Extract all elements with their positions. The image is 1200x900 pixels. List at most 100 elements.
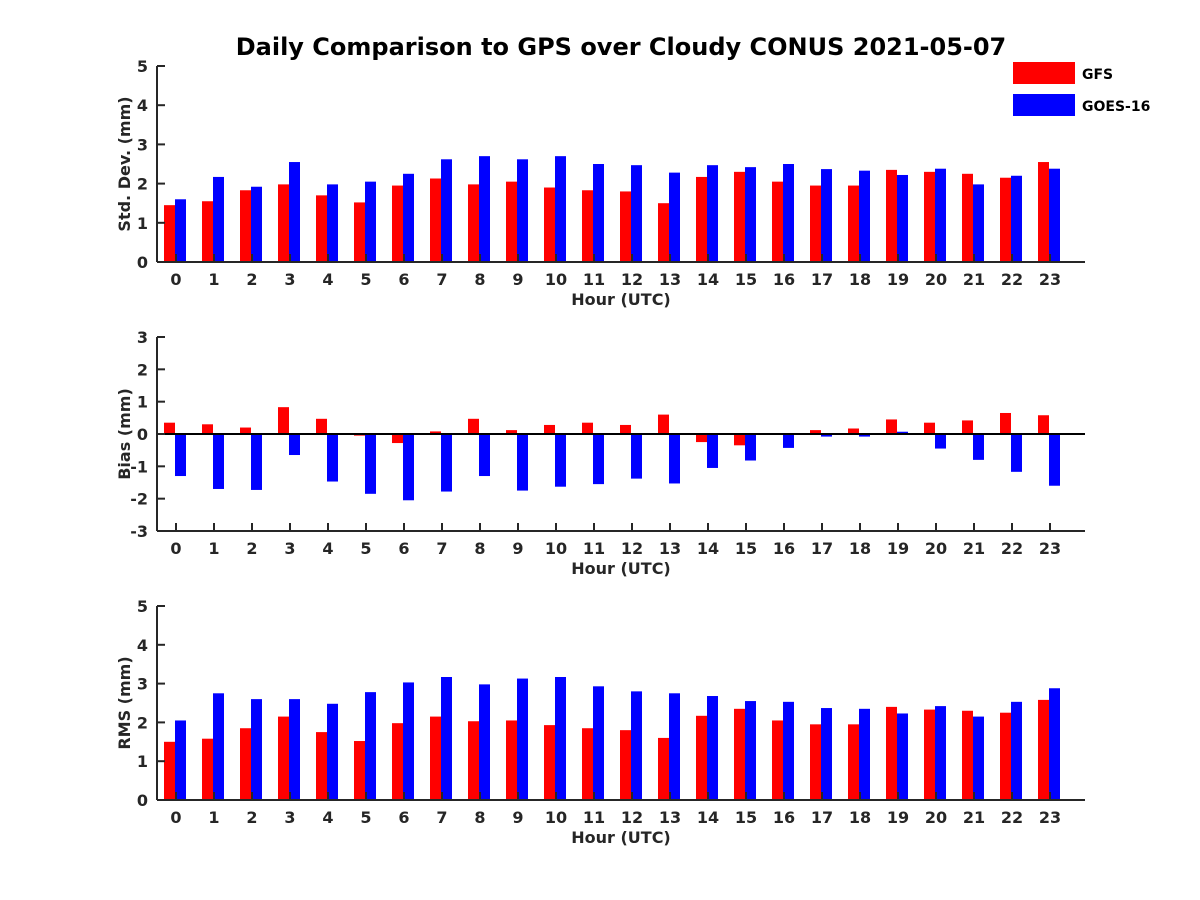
bar-gfs-hour-23: [1038, 162, 1049, 262]
bar-goes-16-hour-10: [555, 677, 566, 800]
bar-goes-16-hour-17: [821, 708, 832, 800]
x-axis-label: Hour (UTC): [571, 559, 671, 578]
bar-gfs-hour-2: [240, 190, 251, 262]
x-tick-label: 8: [474, 808, 485, 827]
x-tick-label: 21: [963, 808, 985, 827]
legend-label: GFS: [1082, 67, 1113, 83]
x-tick-label: 5: [360, 539, 371, 558]
x-tick-label: 23: [1039, 539, 1061, 558]
x-tick-label: 7: [436, 808, 447, 827]
x-tick-label: 1: [208, 539, 219, 558]
bar-gfs-hour-21: [962, 710, 973, 800]
x-tick-label: 4: [322, 270, 333, 289]
bar-gfs-hour-2: [240, 427, 251, 434]
x-tick-label: 16: [773, 539, 795, 558]
x-tick-label: 7: [436, 539, 447, 558]
x-tick-label: 15: [735, 808, 757, 827]
bar-gfs-hour-9: [506, 720, 517, 800]
bar-goes-16-hour-21: [973, 434, 984, 460]
bar-gfs-hour-18: [848, 428, 859, 434]
x-tick-label: 18: [849, 270, 871, 289]
bar-gfs-hour-9: [506, 181, 517, 262]
bar-goes-16-hour-3: [289, 434, 300, 456]
bar-gfs-hour-11: [582, 422, 593, 434]
bar-gfs-hour-6: [392, 434, 403, 444]
x-tick-label: 4: [322, 539, 333, 558]
x-tick-label: 0: [170, 270, 181, 289]
bar-goes-16-hour-22: [1011, 701, 1022, 800]
bar-goes-16-hour-9: [517, 678, 528, 800]
bar-gfs-hour-20: [924, 422, 935, 434]
bar-goes-16-hour-21: [973, 716, 984, 800]
bar-gfs-hour-0: [164, 741, 175, 800]
x-tick-label: 15: [735, 270, 757, 289]
bar-goes-16-hour-8: [479, 684, 490, 800]
x-tick-label: 9: [512, 539, 523, 558]
bar-gfs-hour-18: [848, 724, 859, 800]
bar-goes-16-hour-12: [631, 165, 642, 262]
x-tick-label: 5: [360, 808, 371, 827]
x-tick-label: 14: [697, 539, 719, 558]
x-tick-label: 11: [583, 539, 605, 558]
bar-goes-16-hour-0: [175, 199, 186, 262]
bar-gfs-hour-17: [810, 430, 821, 434]
bar-gfs-hour-18: [848, 185, 859, 262]
bar-goes-16-hour-16: [783, 434, 794, 448]
bar-goes-16-hour-7: [441, 159, 452, 262]
bar-gfs-hour-14: [696, 715, 707, 800]
bar-gfs-hour-19: [886, 419, 897, 434]
bar-goes-16-hour-5: [365, 434, 376, 494]
y-tick-label: 0: [137, 253, 148, 272]
bar-gfs-hour-8: [468, 721, 479, 800]
x-tick-label: 17: [811, 808, 833, 827]
bar-goes-16-hour-18: [859, 170, 870, 262]
bar-gfs-hour-15: [734, 708, 745, 800]
bar-gfs-hour-10: [544, 725, 555, 800]
bar-gfs-hour-15: [734, 434, 745, 446]
bar-gfs-hour-21: [962, 173, 973, 262]
bar-gfs-hour-2: [240, 728, 251, 800]
x-tick-label: 2: [246, 808, 257, 827]
bar-goes-16-hour-19: [897, 431, 908, 434]
bar-goes-16-hour-18: [859, 434, 870, 437]
x-tick-label: 6: [398, 808, 409, 827]
bar-goes-16-hour-8: [479, 156, 490, 262]
x-tick-label: 19: [887, 270, 909, 289]
bar-gfs-hour-13: [658, 737, 669, 800]
bar-goes-16-hour-1: [213, 693, 224, 800]
bar-gfs-hour-12: [620, 191, 631, 262]
bar-gfs-hour-1: [202, 738, 213, 800]
x-tick-label: 9: [512, 270, 523, 289]
x-axis-label: Hour (UTC): [571, 290, 671, 309]
bar-gfs-hour-13: [658, 203, 669, 262]
bar-gfs-hour-15: [734, 171, 745, 262]
bar-goes-16-hour-22: [1011, 175, 1022, 262]
x-tick-label: 16: [773, 808, 795, 827]
bar-goes-16-hour-6: [403, 434, 414, 501]
bar-goes-16-hour-17: [821, 169, 832, 262]
chart-title: Daily Comparison to GPS over Cloudy CONU…: [236, 33, 1007, 61]
bar-goes-16-hour-12: [631, 434, 642, 479]
bar-goes-16-hour-10: [555, 156, 566, 262]
bar-goes-16-hour-20: [935, 168, 946, 262]
bar-gfs-hour-16: [772, 181, 783, 262]
x-tick-label: 2: [246, 270, 257, 289]
bar-goes-16-hour-5: [365, 692, 376, 800]
bar-goes-16-hour-2: [251, 186, 262, 262]
legend-swatch-gfs: [1013, 62, 1075, 84]
y-tick-label: 3: [137, 675, 148, 694]
bar-gfs-hour-9: [506, 430, 517, 434]
bar-gfs-hour-22: [1000, 177, 1011, 262]
x-tick-label: 15: [735, 539, 757, 558]
bar-gfs-hour-23: [1038, 415, 1049, 434]
bar-goes-16-hour-14: [707, 696, 718, 800]
bar-gfs-hour-4: [316, 195, 327, 262]
x-tick-label: 22: [1001, 539, 1023, 558]
bar-gfs-hour-8: [468, 418, 479, 434]
bar-goes-16-hour-23: [1049, 434, 1060, 486]
bar-goes-16-hour-14: [707, 434, 718, 468]
x-tick-label: 22: [1001, 270, 1023, 289]
